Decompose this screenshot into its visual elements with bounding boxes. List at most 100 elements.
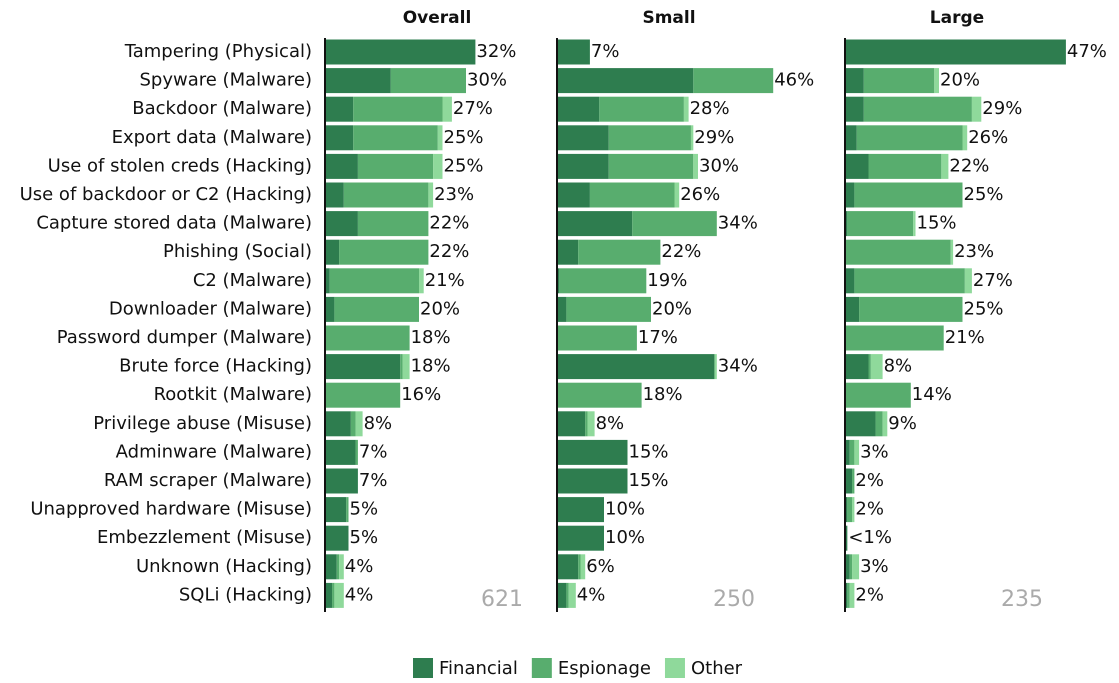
bar-segment [325, 296, 335, 322]
bar-segment [845, 211, 848, 237]
bar-segment [325, 525, 349, 551]
bar-segment [325, 96, 354, 122]
bar-segment [608, 153, 694, 179]
category-label: Spyware (Malware) [140, 70, 313, 91]
bar-segment [557, 153, 609, 179]
value-label: 20% [940, 70, 980, 91]
bar-segment [557, 325, 637, 351]
bar-segment [557, 582, 567, 608]
value-label: 15% [629, 470, 669, 491]
value-label: 3% [860, 441, 889, 462]
bar-segment [332, 582, 335, 608]
value-label: 8% [884, 356, 913, 377]
bar-segment [357, 211, 429, 237]
bar-segment [847, 211, 914, 237]
bar-segment [845, 239, 951, 265]
bar-segment [400, 354, 403, 380]
bar-segment [557, 468, 628, 494]
legend-label: Espionage [558, 658, 651, 679]
value-label: 21% [945, 327, 985, 348]
value-label: 32% [476, 41, 516, 62]
bar-segment [589, 182, 675, 208]
category-label: SQLi (Hacking) [179, 584, 312, 605]
category-label: Unapproved hardware (Misuse) [30, 499, 312, 520]
bar-segment [845, 68, 864, 94]
value-label: 8% [364, 413, 393, 434]
bar-segment [690, 125, 694, 151]
bar-segment [442, 96, 452, 122]
bar-segment [325, 439, 356, 465]
bar-segment [849, 439, 855, 465]
value-label: 22% [429, 241, 469, 262]
bar-segment [390, 68, 466, 94]
value-label: 7% [359, 441, 388, 462]
bar-segment [325, 582, 333, 608]
bar-segment [557, 497, 604, 523]
panel-title: Small [642, 8, 695, 28]
value-label: 34% [718, 356, 758, 377]
bar-segment [346, 497, 349, 523]
value-label: 18% [643, 384, 683, 405]
bar-segment [971, 96, 982, 122]
bar-segment [852, 497, 855, 523]
bar-segment [329, 268, 419, 294]
bar-segment [714, 354, 717, 380]
bar-segment [325, 153, 358, 179]
value-label: 5% [350, 499, 379, 520]
category-label: Adminware (Malware) [116, 441, 312, 462]
bar-segment [962, 125, 968, 151]
bar-segment [557, 525, 604, 551]
value-label: 30% [699, 155, 739, 176]
legend-label: Other [691, 658, 743, 679]
bar-segment [845, 354, 869, 380]
bar-segment [845, 96, 864, 122]
bar-segment [334, 582, 344, 608]
bar-segment [325, 125, 354, 151]
category-label: Backdoor (Malware) [132, 98, 312, 119]
bar-segment [849, 582, 855, 608]
value-label: 18% [411, 356, 451, 377]
value-label: 8% [596, 413, 625, 434]
bar-segment [854, 182, 963, 208]
value-label: <1% [848, 527, 892, 548]
bar-segment [336, 554, 340, 580]
value-label: 23% [434, 184, 474, 205]
value-label: 3% [860, 556, 889, 577]
category-label: Capture stored data (Malware) [36, 213, 312, 234]
bar-segment [683, 96, 689, 122]
value-label: 2% [855, 584, 884, 605]
bar-segment [355, 411, 363, 437]
category-label: Export data (Malware) [112, 127, 312, 148]
legend-swatch [413, 658, 433, 678]
bar-segment [941, 153, 949, 179]
bar-segment [854, 268, 965, 294]
bar-segment [437, 125, 443, 151]
bar-segment [325, 268, 330, 294]
value-label: 29% [982, 98, 1022, 119]
bar-segment [325, 239, 340, 265]
category-label: Privilege abuse (Misuse) [93, 413, 312, 434]
bar-segment [357, 153, 434, 179]
sample-size: 235 [1001, 587, 1043, 612]
bar-segment [913, 211, 916, 237]
value-label: 18% [411, 327, 451, 348]
value-label: 16% [401, 384, 441, 405]
category-label: Rootkit (Malware) [154, 384, 312, 405]
value-label: 4% [345, 584, 374, 605]
bar-segment [845, 582, 848, 608]
category-label: Downloader (Malware) [109, 298, 312, 319]
category-label: Use of backdoor or C2 (Hacking) [20, 184, 312, 205]
bar-segment [934, 68, 939, 94]
value-label: 2% [855, 470, 884, 491]
bar-segment [353, 125, 438, 151]
bar-segment [845, 153, 869, 179]
bar-segment [428, 182, 434, 208]
bar-segment [674, 182, 680, 208]
bar-segment [355, 439, 358, 465]
bar-segment [325, 39, 476, 65]
value-label: 28% [690, 98, 730, 119]
bar-segment [854, 439, 860, 465]
bar-segment [882, 411, 888, 437]
bar-segment [325, 325, 410, 351]
bar-segment [568, 582, 576, 608]
